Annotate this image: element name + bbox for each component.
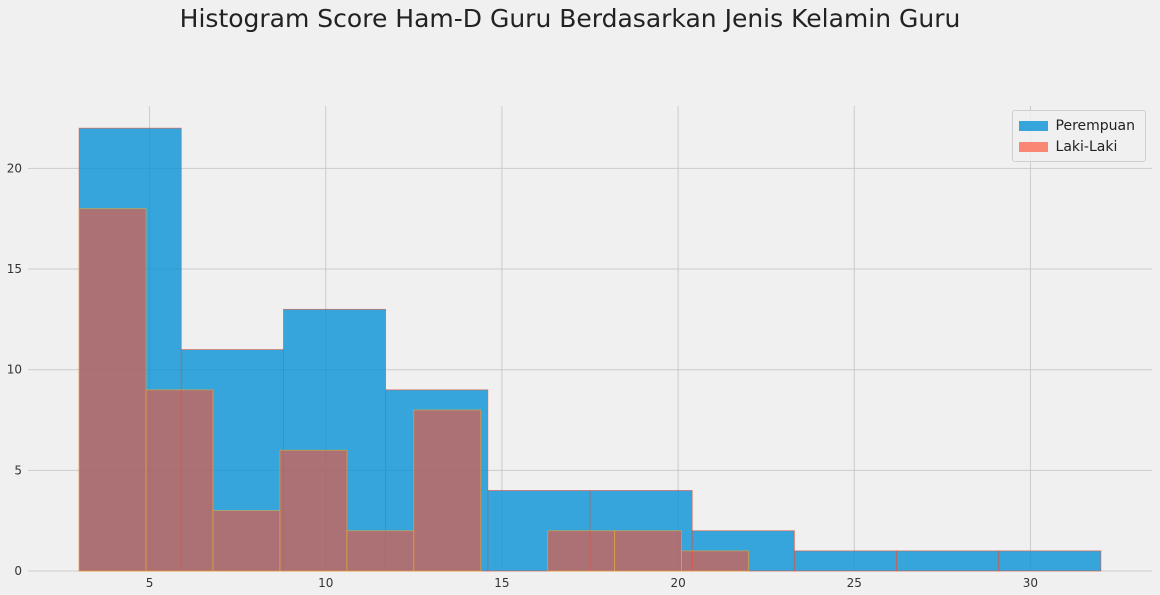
legend-item-laki-laki: Laki-Laki — [1018, 136, 1135, 157]
y-tick-label: 5 — [14, 463, 22, 477]
bar-laki-laki — [547, 530, 616, 572]
y-tick-label: 0 — [14, 564, 22, 578]
y-tick-label: 20 — [7, 161, 22, 175]
y-tick-label: 10 — [7, 363, 22, 377]
bar-laki-laki — [279, 449, 348, 572]
x-tick-label: 30 — [1023, 576, 1038, 590]
bar-perempuan — [793, 550, 897, 572]
bar-laki-laki — [346, 530, 415, 572]
bar-laki-laki — [681, 550, 749, 572]
bar-perempuan — [896, 550, 1000, 572]
bar-laki-laki — [413, 409, 482, 572]
chart-legend: Perempuan Laki-Laki — [1011, 110, 1146, 162]
x-tick-label: 25 — [847, 576, 862, 590]
bar-laki-laki — [78, 208, 147, 572]
legend-label-laki-laki: Laki-Laki — [1055, 138, 1118, 155]
x-tick-label: 15 — [494, 576, 509, 590]
x-tick-label: 5 — [146, 576, 154, 590]
bar-laki-laki — [145, 389, 214, 572]
legend-swatch-laki-laki — [1018, 141, 1048, 152]
legend-swatch-perempuan — [1018, 120, 1048, 131]
bar-perempuan — [998, 550, 1102, 572]
legend-label-perempuan: Perempuan — [1055, 117, 1135, 134]
bar-laki-laki — [614, 530, 683, 572]
x-tick-label: 20 — [670, 576, 685, 590]
bar-laki-laki — [212, 510, 281, 572]
y-tick-label: 15 — [7, 262, 22, 276]
chart-title: Histogram Score Ham-D Guru Berdasarkan J… — [179, 4, 961, 33]
x-tick-label: 10 — [318, 576, 333, 590]
legend-item-perempuan: Perempuan — [1018, 115, 1135, 136]
